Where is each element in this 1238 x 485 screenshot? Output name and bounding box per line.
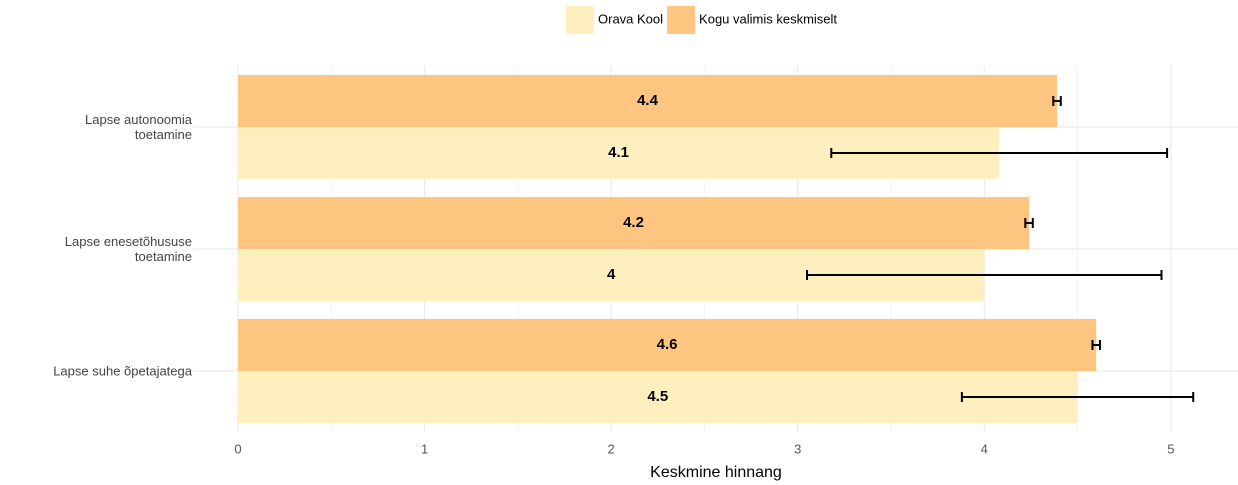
x-tick-label: 3 (794, 441, 801, 456)
x-tick-label: 0 (234, 441, 241, 456)
x-tick-label: 5 (1167, 441, 1174, 456)
bar (238, 197, 1030, 249)
value-label: 4.6 (657, 336, 678, 353)
y-tick-label: Lapse suhe õpetajatega (53, 363, 192, 379)
x-tick-label: 1 (421, 441, 428, 456)
value-label: 4.2 (623, 214, 644, 231)
value-label: 4.1 (608, 144, 629, 161)
legend-swatch (566, 6, 594, 34)
legend-swatch (667, 6, 696, 34)
value-label: 4.5 (647, 388, 668, 405)
x-tick-label: 4 (981, 441, 988, 456)
legend-label: Kogu valimis keskmiselt (699, 11, 837, 26)
y-tick-label: Lapse autonoomia toetamine (85, 112, 192, 142)
value-label: 4 (607, 266, 616, 283)
y-tick-label: Lapse enesetõhususe toetamine (64, 234, 192, 264)
bar (238, 319, 1097, 371)
bar (238, 75, 1058, 127)
bar (238, 371, 1078, 423)
x-axis-title: Keskmine hinnang (650, 464, 782, 481)
value-label: 4.4 (637, 92, 659, 109)
x-tick-label: 2 (608, 441, 615, 456)
legend-label: Orava Kool (598, 11, 663, 26)
